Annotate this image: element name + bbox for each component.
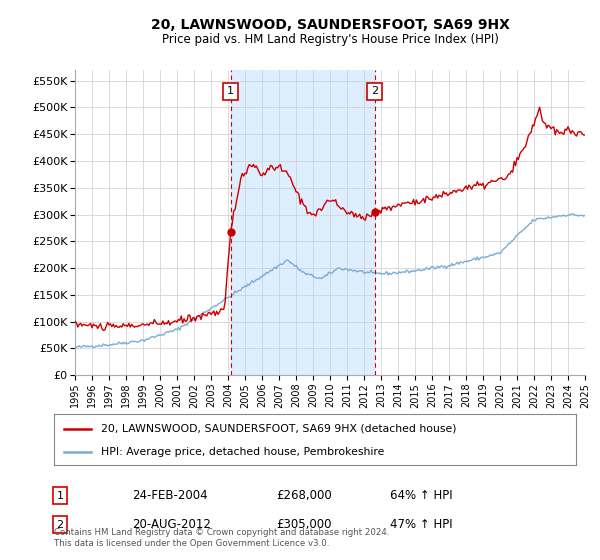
Text: 20, LAWNSWOOD, SAUNDERSFOOT, SA69 9HX (detached house): 20, LAWNSWOOD, SAUNDERSFOOT, SA69 9HX (d… (101, 423, 457, 433)
Text: HPI: Average price, detached house, Pembrokeshire: HPI: Average price, detached house, Pemb… (101, 447, 385, 457)
Text: Contains HM Land Registry data © Crown copyright and database right 2024.
This d: Contains HM Land Registry data © Crown c… (54, 528, 389, 548)
Bar (230, 70, 375, 375)
Text: 20, LAWNSWOOD, SAUNDERSFOOT, SA69 9HX: 20, LAWNSWOOD, SAUNDERSFOOT, SA69 9HX (151, 18, 509, 32)
Text: 24-FEB-2004: 24-FEB-2004 (132, 489, 208, 502)
Text: 2: 2 (56, 520, 64, 530)
Text: Price paid vs. HM Land Registry's House Price Index (HPI): Price paid vs. HM Land Registry's House … (161, 32, 499, 46)
Text: 20-AUG-2012: 20-AUG-2012 (132, 518, 211, 531)
Text: £305,000: £305,000 (276, 518, 331, 531)
Text: 64% ↑ HPI: 64% ↑ HPI (390, 489, 452, 502)
Text: £268,000: £268,000 (276, 489, 332, 502)
Text: 1: 1 (56, 491, 64, 501)
Text: 1: 1 (227, 86, 234, 96)
Text: 2: 2 (371, 86, 378, 96)
Text: 47% ↑ HPI: 47% ↑ HPI (390, 518, 452, 531)
